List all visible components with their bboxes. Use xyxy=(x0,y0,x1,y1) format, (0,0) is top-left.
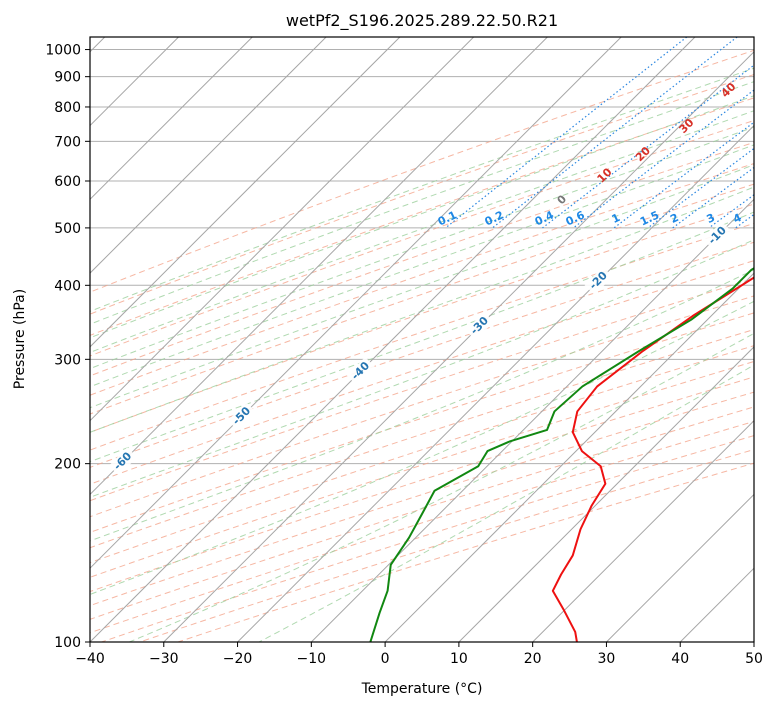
x-tick-label: −30 xyxy=(149,651,179,667)
y-tick-label: 100 xyxy=(54,635,81,651)
x-tick-label: 30 xyxy=(598,651,616,667)
y-tick-label: 500 xyxy=(54,221,81,237)
dry-adiabat xyxy=(90,420,754,634)
dry-adiabat xyxy=(90,328,754,549)
isotherm xyxy=(753,641,754,642)
isotherm-label-bg xyxy=(108,447,138,476)
moist-adiabat-label: 10 xyxy=(595,165,615,185)
y-tick-label: 200 xyxy=(54,457,81,473)
mixing-ratio-line xyxy=(573,89,754,229)
isotherm xyxy=(458,346,754,642)
mixing-ratio-label: 0.1 xyxy=(436,208,459,228)
moist-adiabat-label: 20 xyxy=(633,144,653,164)
isotherm xyxy=(90,37,401,348)
isotherm-label-bg xyxy=(227,402,257,431)
mixing-ratio-label: 0.4 xyxy=(533,208,556,228)
isotherm-label-bg xyxy=(0,492,18,520)
isotherm xyxy=(606,493,754,642)
mixing-ratio-line xyxy=(672,166,754,229)
moist-adiabat xyxy=(90,211,754,463)
y-tick-label: 700 xyxy=(54,134,81,150)
isotherm xyxy=(90,37,548,496)
moist-adiabat xyxy=(90,67,754,312)
x-tick-label: 10 xyxy=(450,651,468,667)
isotherm xyxy=(163,51,754,642)
mixing-ratio-line xyxy=(542,64,754,229)
isotherm xyxy=(90,37,253,201)
dry-adiabat xyxy=(90,312,754,533)
x-tick-label: −10 xyxy=(297,651,327,667)
x-tick-label: −20 xyxy=(223,651,253,667)
mixing-ratio-label: 4 xyxy=(731,211,744,226)
mixing-ratio-label: 0.6 xyxy=(564,208,587,228)
isotherm xyxy=(384,272,754,642)
moist-adiabat-label: 30 xyxy=(676,116,696,136)
mixing-ratio-label: 6 xyxy=(770,211,775,226)
moist-adiabat xyxy=(90,239,754,498)
plot-frame xyxy=(89,36,755,643)
dry-adiabat xyxy=(177,462,754,642)
axis-ticks: −40 −30 −20 −10 0 10 20 30 40 5010009008007006005… xyxy=(45,43,763,667)
x-axis-label: Temperature (°C) xyxy=(361,681,483,697)
x-tick-label: 50 xyxy=(745,651,763,667)
mixing-ratio-line xyxy=(735,213,754,229)
isotherm xyxy=(90,37,622,569)
mixing-ratio-label: 0.2 xyxy=(483,208,506,228)
mixing-ratio-line xyxy=(492,37,738,229)
temperature-profile xyxy=(551,276,754,642)
moist-adiabat xyxy=(129,332,754,642)
isotherm-label-bg xyxy=(346,357,375,386)
dry-adiabat xyxy=(90,49,754,293)
isotherm-label-bg xyxy=(584,266,613,296)
moist-adiabat-label: 0 xyxy=(555,192,570,207)
y-tick-label: 900 xyxy=(54,70,81,86)
mixing-ratio-label: 1 xyxy=(610,211,622,226)
isotherm xyxy=(90,37,475,422)
mixing-ratio-label: 2 xyxy=(668,211,680,226)
isotherm xyxy=(90,37,696,642)
dry-adiabat xyxy=(101,435,754,642)
dry-adiabat xyxy=(139,449,754,642)
moist-adiabat xyxy=(90,110,754,353)
y-tick-label: 800 xyxy=(54,100,81,116)
y-tick-label: 1000 xyxy=(45,43,81,59)
x-tick-label: 40 xyxy=(671,651,689,667)
x-tick-label: 20 xyxy=(524,651,542,667)
x-tick-label: 0 xyxy=(381,651,390,667)
isotherm xyxy=(679,567,754,642)
plot-clip-group: -100-90-80-70-60-50-40-30-20-100.10.20.4… xyxy=(0,37,775,642)
plot-area: -100-90-80-70-60-50-40-30-20-100.10.20.4… xyxy=(0,36,775,643)
isotherm xyxy=(532,419,754,642)
moist-adiabat-label: 40 xyxy=(719,80,739,100)
dewpoint-profile xyxy=(369,267,754,642)
isotherm-label: -70 xyxy=(0,494,16,517)
y-tick-label: 300 xyxy=(54,352,81,368)
dry-adiabat xyxy=(90,97,754,336)
isotherm xyxy=(237,124,754,642)
mixing-ratio-label: 1.5 xyxy=(638,208,661,228)
y-tick-label: 600 xyxy=(54,174,81,190)
y-tick-label: 400 xyxy=(54,278,81,294)
isotherm xyxy=(310,198,754,642)
y-axis-label: Pressure (hPa) xyxy=(12,289,28,389)
dry-adiabat xyxy=(90,406,754,620)
x-tick-label: −40 xyxy=(75,651,105,667)
isotherm-label-bg xyxy=(465,311,494,341)
isotherm-label-bg xyxy=(703,221,732,250)
dry-adiabat xyxy=(90,119,754,357)
isotherm xyxy=(90,37,327,274)
moist-adiabat xyxy=(90,300,754,595)
moist-adiabat xyxy=(258,364,754,642)
chart-title: wetPf2_S196.2025.289.22.50.R21 xyxy=(286,11,558,31)
moist-adiabat xyxy=(90,126,754,370)
